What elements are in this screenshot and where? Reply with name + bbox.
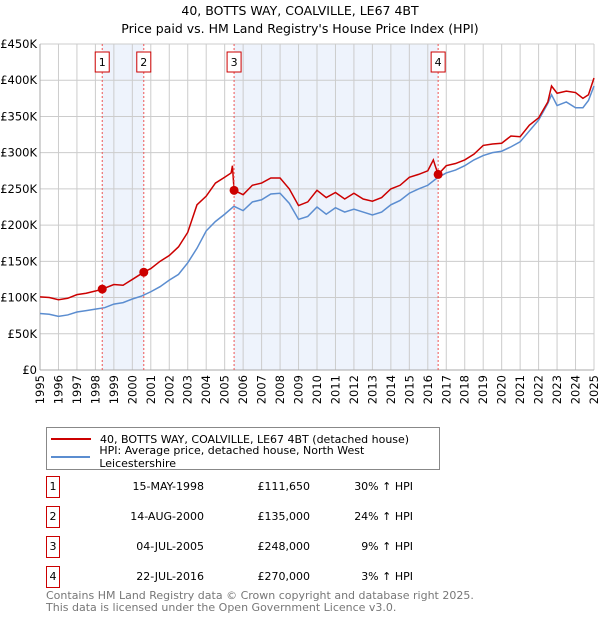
y-tick-label: £0: [22, 363, 37, 377]
shaded-period: [102, 44, 144, 370]
sale-label: 1: [99, 56, 106, 69]
x-tick-label: 2002: [162, 375, 176, 404]
x-tick-label: 1995: [33, 375, 47, 404]
legend-swatch-blue: [51, 456, 91, 458]
sale-label-box: [94, 51, 110, 73]
y-tick-label: £150K: [0, 254, 37, 268]
legend-item-property: 40, BOTTS WAY, COALVILLE, LE67 4BT (deta…: [51, 431, 409, 447]
legend: 40, BOTTS WAY, COALVILLE, LE67 4BT (deta…: [46, 427, 440, 470]
y-tick-label: £400K: [0, 73, 37, 87]
x-tick-label: 2009: [292, 375, 306, 404]
x-tick-label: 2011: [328, 375, 342, 404]
sale-row: 2 14-AUG-2000 £135,000 24% ↑ HPI: [46, 506, 446, 528]
sale-number-badge: 4: [46, 566, 60, 588]
sale-label-box: [136, 51, 152, 73]
x-tick-label: 2020: [495, 375, 509, 404]
y-tick-label: £250K: [0, 182, 37, 196]
x-tick-label: 2000: [125, 375, 139, 404]
sale-number-badge: 3: [46, 536, 60, 558]
sale-date: 04-JUL-2005: [136, 540, 204, 553]
sale-hpi-diff: 9% ↑ HPI: [361, 540, 413, 553]
legend-label: 40, BOTTS WAY, COALVILLE, LE67 4BT (deta…: [100, 432, 410, 446]
legend-label: HPI: Average price, detached house, Nort…: [99, 444, 365, 470]
x-tick-label: 1999: [107, 375, 121, 404]
x-tick-label: 1997: [70, 375, 84, 404]
sale-row: 3 04-JUL-2005 £248,000 9% ↑ HPI: [46, 536, 446, 558]
legend-item-hpi: HPI: Average price, detached house, Nort…: [51, 444, 439, 470]
x-tick-label: 2016: [421, 375, 435, 404]
y-tick-label: £200K: [0, 218, 37, 232]
sale-date: 14-AUG-2000: [130, 510, 204, 523]
x-tick-label: 2012: [347, 375, 361, 404]
sale-point: [97, 284, 107, 294]
chart-subtitle: Price paid vs. HM Land Registry's House …: [121, 21, 478, 36]
sale-point: [229, 185, 239, 195]
sale-number-badge: 1: [46, 476, 60, 498]
x-tick-label: 2010: [310, 375, 324, 404]
x-tick-label: 2021: [513, 375, 527, 404]
x-tick-label: 2018: [458, 375, 472, 404]
sale-row: 4 22-JUL-2016 £270,000 3% ↑ HPI: [46, 566, 446, 588]
sale-row: 1 15-MAY-1998 £111,650 30% ↑ HPI: [46, 476, 446, 498]
x-tick-label: 2001: [144, 375, 158, 404]
x-tick-label: 2006: [236, 375, 250, 404]
sale-label: 4: [435, 56, 442, 69]
sale-price: £111,650: [257, 480, 311, 493]
y-tick-label: £50K: [8, 327, 38, 341]
x-tick-label: 2017: [439, 375, 453, 404]
y-tick-label: £350K: [0, 109, 37, 123]
sale-price: £270,000: [257, 570, 311, 583]
sale-point: [139, 267, 149, 277]
x-tick-label: 2007: [255, 375, 269, 404]
x-tick-label: 2025: [587, 375, 600, 404]
footer-attribution: Contains HM Land Registry data © Crown c…: [46, 590, 474, 614]
x-tick-label: 2015: [402, 375, 416, 404]
sale-price: £248,000: [257, 540, 311, 553]
y-tick-label: £450K: [0, 37, 37, 51]
x-tick-label: 2024: [569, 375, 583, 404]
sale-label-box: [226, 51, 242, 73]
x-tick-label: 2019: [476, 375, 490, 404]
x-tick-label: 1998: [88, 375, 102, 404]
x-tick-label: 2004: [199, 375, 213, 404]
y-tick-label: £300K: [0, 146, 37, 160]
x-tick-label: 2005: [218, 375, 232, 404]
sale-hpi-diff: 24% ↑ HPI: [354, 510, 413, 523]
x-tick-label: 2013: [365, 375, 379, 404]
sale-hpi-diff: 3% ↑ HPI: [361, 570, 413, 583]
sale-label: 3: [231, 56, 238, 69]
price-chart: 40, BOTTS WAY, COALVILLE, LE67 4BT Price…: [0, 3, 600, 404]
legend-swatch-red: [51, 438, 91, 440]
x-tick-label: 2008: [273, 375, 287, 404]
x-tick-label: 2022: [532, 375, 546, 404]
x-tick-label: 2014: [384, 375, 398, 404]
sale-label-box: [430, 51, 446, 73]
x-tick-label: 1996: [51, 375, 65, 404]
x-tick-label: 2003: [181, 375, 195, 404]
sale-date: 15-MAY-1998: [132, 480, 204, 493]
sale-number-badge: 2: [46, 506, 60, 528]
sale-date: 22-JUL-2016: [136, 570, 204, 583]
x-tick-label: 2023: [550, 375, 564, 404]
sale-label: 2: [140, 56, 147, 69]
sale-price: £135,000: [257, 510, 311, 523]
shaded-period: [234, 44, 439, 370]
y-tick-label: £100K: [0, 291, 37, 305]
sale-hpi-diff: 30% ↑ HPI: [354, 480, 413, 493]
hpi-line: [39, 85, 595, 318]
sale-point: [433, 169, 443, 179]
footer-line: This data is licensed under the Open Gov…: [46, 601, 397, 614]
footer-line: Contains HM Land Registry data © Crown c…: [46, 589, 474, 602]
chart-title: 40, BOTTS WAY, COALVILLE, LE67 4BT: [181, 3, 419, 18]
